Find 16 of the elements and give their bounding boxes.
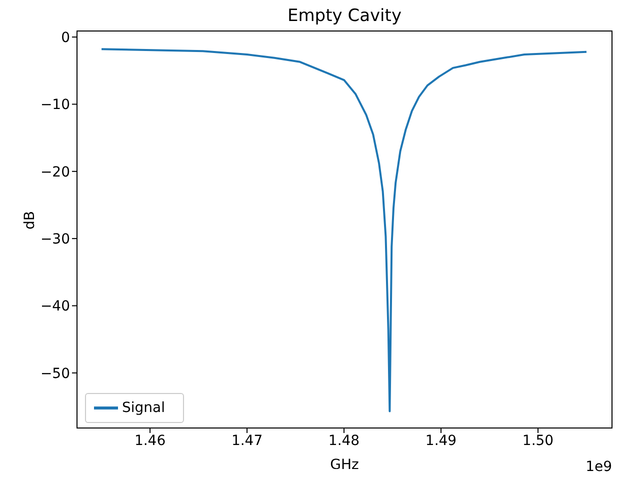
y-tick-label: −20 [40,164,70,180]
y-tick-label: 0 [61,30,70,46]
x-tick-label: 1.46 [134,432,166,449]
y-tick-label: −50 [40,366,70,382]
x-axis-title: GHz [330,457,359,473]
text: 1e9 [586,459,612,475]
x-tick-label: 1.48 [328,432,360,449]
y-tick-label: −40 [40,298,70,315]
y-axis-title: dB [22,211,38,230]
y-tick-label: −10 [40,97,70,114]
chart-title: Empty Cavity [286,6,403,26]
x-tick-label: 1.47 [231,432,263,449]
legend-label: Signal [122,400,166,416]
x-tick-label: 1.49 [425,432,457,449]
x-tick-label: 1.50 [522,432,554,449]
y-tick-label: −30 [40,232,70,248]
